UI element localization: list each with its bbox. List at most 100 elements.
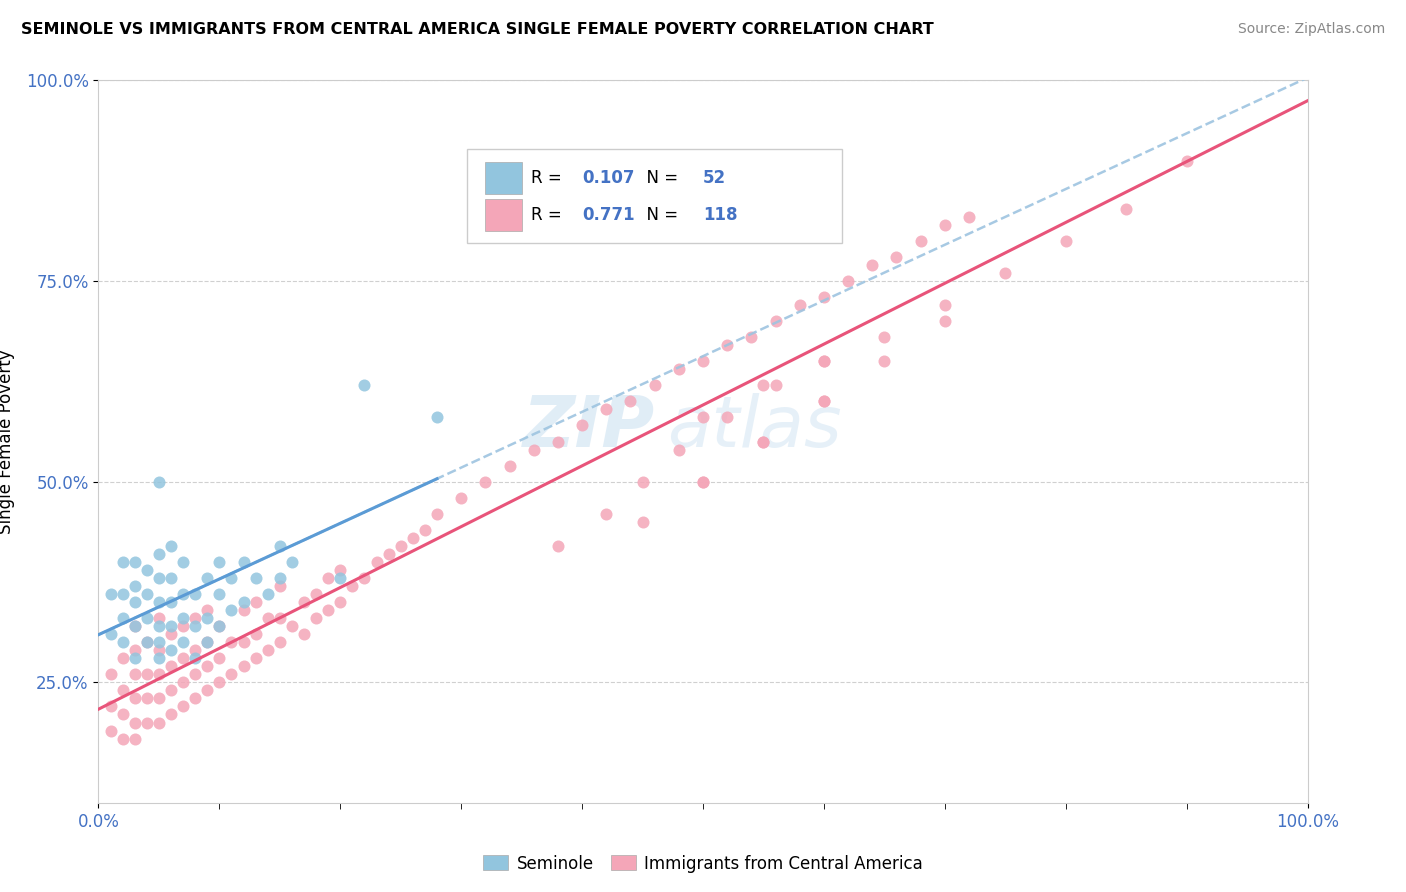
Point bbox=[910, 234, 932, 248]
Point bbox=[184, 611, 207, 625]
Point bbox=[752, 434, 775, 449]
Point bbox=[619, 394, 641, 409]
Point bbox=[692, 410, 714, 425]
Point bbox=[934, 314, 956, 328]
Point bbox=[595, 507, 617, 521]
Point bbox=[195, 659, 218, 673]
Point bbox=[160, 707, 183, 722]
Point bbox=[631, 475, 654, 489]
Point bbox=[124, 643, 146, 657]
Point bbox=[148, 651, 170, 665]
Point bbox=[232, 555, 254, 569]
Point bbox=[353, 378, 375, 392]
Point bbox=[135, 715, 157, 730]
Point bbox=[172, 587, 194, 601]
Point bbox=[342, 579, 364, 593]
Point bbox=[245, 595, 267, 609]
Point bbox=[111, 707, 134, 722]
Point bbox=[111, 555, 134, 569]
Point bbox=[366, 555, 388, 569]
Point bbox=[813, 394, 835, 409]
Text: 52: 52 bbox=[703, 169, 725, 186]
Point bbox=[195, 603, 218, 617]
Point bbox=[413, 523, 436, 537]
Point bbox=[269, 635, 291, 649]
Point bbox=[269, 539, 291, 553]
Point bbox=[426, 410, 449, 425]
Point bbox=[281, 619, 304, 633]
Point bbox=[329, 563, 352, 577]
Point bbox=[256, 611, 278, 625]
Point bbox=[860, 258, 883, 272]
Point bbox=[873, 354, 896, 368]
Point bbox=[450, 491, 472, 505]
Point bbox=[232, 659, 254, 673]
Point bbox=[813, 354, 835, 368]
Point bbox=[148, 635, 170, 649]
Point bbox=[184, 691, 207, 706]
Point bbox=[692, 475, 714, 489]
Point bbox=[195, 611, 218, 625]
Point bbox=[752, 434, 775, 449]
Text: R =: R = bbox=[531, 169, 567, 186]
Point bbox=[111, 651, 134, 665]
Point bbox=[111, 731, 134, 746]
Point bbox=[547, 539, 569, 553]
Point bbox=[752, 378, 775, 392]
Point bbox=[124, 715, 146, 730]
Point bbox=[111, 587, 134, 601]
Point bbox=[316, 603, 339, 617]
Bar bbox=[485, 162, 522, 194]
Point bbox=[245, 651, 267, 665]
Point bbox=[668, 442, 690, 457]
Point bbox=[135, 611, 157, 625]
Point bbox=[184, 667, 207, 681]
Point bbox=[716, 338, 738, 352]
Point bbox=[160, 683, 183, 698]
Point bbox=[124, 691, 146, 706]
Point bbox=[256, 643, 278, 657]
Text: N =: N = bbox=[637, 169, 683, 186]
Point bbox=[135, 587, 157, 601]
Point bbox=[124, 619, 146, 633]
Point bbox=[934, 218, 956, 232]
Point bbox=[172, 611, 194, 625]
Point bbox=[195, 635, 218, 649]
Point bbox=[172, 555, 194, 569]
Point bbox=[765, 314, 787, 328]
Point bbox=[692, 475, 714, 489]
Point bbox=[208, 619, 231, 633]
Point bbox=[595, 402, 617, 417]
Point bbox=[160, 643, 183, 657]
Point bbox=[316, 571, 339, 585]
Text: 0.107: 0.107 bbox=[582, 169, 634, 186]
Legend: Seminole, Immigrants from Central America: Seminole, Immigrants from Central Americ… bbox=[477, 848, 929, 880]
Text: 118: 118 bbox=[703, 206, 738, 225]
Point bbox=[208, 651, 231, 665]
Point bbox=[135, 563, 157, 577]
Point bbox=[474, 475, 496, 489]
Point bbox=[523, 442, 546, 457]
Point bbox=[292, 595, 315, 609]
Point bbox=[232, 603, 254, 617]
Point bbox=[124, 555, 146, 569]
Point bbox=[668, 362, 690, 376]
Point bbox=[402, 531, 425, 545]
Point bbox=[124, 579, 146, 593]
Point bbox=[100, 587, 122, 601]
Point bbox=[160, 595, 183, 609]
Point bbox=[813, 354, 835, 368]
Point bbox=[692, 354, 714, 368]
Point bbox=[281, 555, 304, 569]
Point bbox=[934, 298, 956, 312]
Point bbox=[148, 547, 170, 561]
Point bbox=[232, 635, 254, 649]
Point bbox=[221, 571, 243, 585]
Point bbox=[256, 587, 278, 601]
Point bbox=[208, 555, 231, 569]
Point bbox=[100, 667, 122, 681]
Text: Source: ZipAtlas.com: Source: ZipAtlas.com bbox=[1237, 22, 1385, 37]
Point bbox=[994, 266, 1017, 280]
Point bbox=[184, 651, 207, 665]
Point bbox=[353, 571, 375, 585]
